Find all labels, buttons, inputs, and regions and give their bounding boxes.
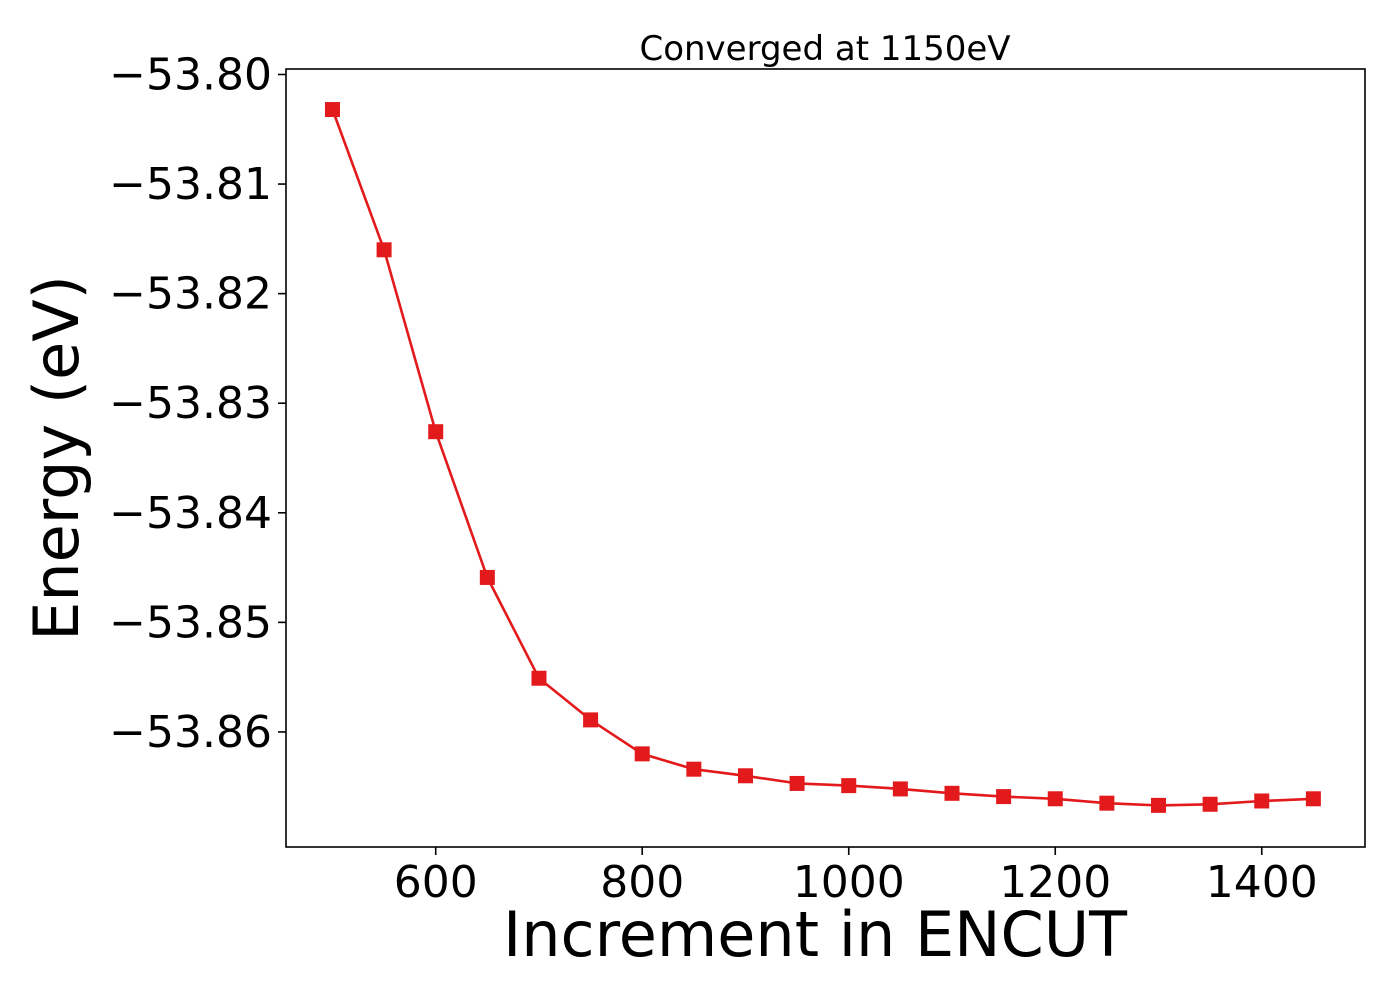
data-point <box>479 569 495 585</box>
series-line <box>331 109 1314 807</box>
y-tick-label: −53.85 <box>109 597 272 648</box>
y-axis: −53.80 −53.81 −53.82 −53.83 −53.84 −53.85 −53.… <box>109 49 286 758</box>
y-tick-label: −53.80 <box>109 49 272 100</box>
y-tick-label: −53.82 <box>109 269 272 320</box>
y-axis-label: Energy (eV) <box>20 275 93 641</box>
x-axis-label: Increment in ENCUT <box>503 898 1128 971</box>
data-point <box>1202 796 1218 812</box>
series-group <box>324 102 1321 813</box>
data-point <box>428 424 444 440</box>
data-point <box>892 781 908 797</box>
chart-title: Converged at 1150eV <box>639 29 1010 69</box>
data-point <box>634 746 650 762</box>
data-point <box>737 768 753 784</box>
x-tick-label: 1400 <box>1206 857 1318 908</box>
data-point <box>789 775 805 791</box>
x-axis: 600 800 1000 1200 1400 <box>394 847 1318 908</box>
data-point <box>324 102 340 118</box>
data-point <box>531 670 547 686</box>
x-tick-label: 1200 <box>999 857 1111 908</box>
data-point <box>1047 791 1063 807</box>
y-tick-label: −53.84 <box>109 488 272 539</box>
data-point <box>1150 797 1166 813</box>
x-tick-label: 800 <box>600 857 684 908</box>
data-point <box>841 778 857 794</box>
x-tick-label: 1000 <box>793 857 905 908</box>
y-tick-label: −53.81 <box>109 159 272 210</box>
x-tick-label: 600 <box>394 857 478 908</box>
y-tick-label: −53.86 <box>109 707 272 758</box>
data-point <box>996 789 1012 805</box>
data-point <box>1099 795 1115 811</box>
data-point <box>1254 793 1270 809</box>
data-point <box>583 712 599 728</box>
data-point <box>1305 791 1321 807</box>
data-point <box>376 242 392 258</box>
data-point <box>944 785 960 801</box>
plot-frame <box>285 68 1366 848</box>
data-point <box>686 761 702 777</box>
y-tick-label: −53.83 <box>109 378 272 429</box>
